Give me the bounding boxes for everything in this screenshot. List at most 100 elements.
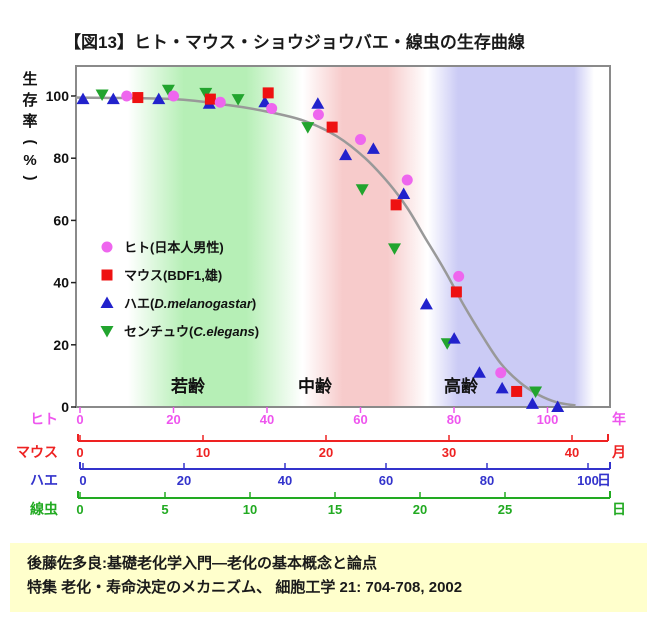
data-point [266,102,278,114]
legend-label: センチュウ(C.elegans) [124,324,259,339]
legend-label: ヒト(日本人男性) [124,240,224,255]
legend-marker [101,269,113,281]
data-point [161,84,175,97]
age-band-label: 中齢 [298,376,333,396]
data-point [326,121,338,133]
axis-unit-label: 年 [612,411,626,427]
data-point [95,89,109,101]
age-band-label: 若齢 [170,376,206,396]
data-point [397,187,411,199]
data-point [511,385,523,397]
data-point [419,297,433,310]
data-point [529,386,543,398]
citation-box: 後藤佐多良:基礎老化学入門―老化の基本概念と論点 特集 老化・寿命決定のメカニズ… [10,543,647,612]
age-band-label: 高齢 [444,376,479,396]
data-point [355,184,369,196]
legend-marker [100,296,114,308]
data-point [312,109,324,121]
data-point [301,122,315,134]
x-tick-label: 80 [447,412,461,427]
data-point [262,87,274,99]
x-tick-label: 40 [565,445,579,460]
y-axis-unit-char: % [23,152,36,169]
x-tick-label: 100 [577,473,599,488]
data-point [152,92,166,105]
age-band [428,67,594,406]
x-tick-label: 15 [328,502,342,517]
x-axis-3: 0 5 10 15 20 25 線虫 日 [30,491,626,517]
data-point [366,142,380,154]
data-point [495,381,509,394]
x-tick-label: 10 [243,502,257,517]
data-point [214,96,226,108]
x-tick-label: 0 [76,445,83,460]
data-point [76,92,90,105]
survival-chart: 若齢 中齢 高齢100806040200生存率(%)ヒト(日本人男性)マウス(BDF… [16,65,626,517]
citation-line1: 後藤佐多良:基礎老化学入門―老化の基本概念と論点 [26,554,377,572]
age-band [303,67,427,406]
y-tick-label: 60 [53,212,69,228]
axis-unit-label: 月 [611,444,626,460]
y-tick-label: 0 [61,399,69,415]
data-point [401,174,413,186]
legend-marker [100,326,114,338]
x-tick-label: 0 [79,473,86,488]
x-tick-label: 25 [498,502,512,517]
y-tick-label: 40 [53,275,69,291]
data-point [447,332,461,344]
plot-frame [75,65,611,408]
y-tick-label: 20 [53,337,69,353]
axis-species-label: ハエ [30,472,58,488]
x-axis-0: 0 20 40 60 80 100 ヒト 年 [30,407,626,427]
legend-marker [101,241,113,253]
series-points [121,90,507,379]
axis-unit-label: 日 [597,472,611,488]
data-point [388,243,401,255]
data-point [132,92,144,104]
y-axis-title-char: 生 [22,70,37,88]
citation-background [10,543,647,612]
data-point [450,286,462,298]
y-axis-title-char: 率 [22,112,37,130]
y-axis-title-char: 存 [22,91,37,109]
y-tick-label: 80 [53,150,69,166]
data-point [355,134,366,146]
x-axis-1: 0 10 20 30 40 マウス 月 [16,434,626,460]
data-point [121,90,133,102]
age-band [128,67,302,406]
data-point [231,94,245,106]
data-point [453,270,465,282]
citation-line2: 特集 老化・寿命決定のメカニズム、 細胞工学 21: 704-708, 2002 [27,578,462,596]
data-point [339,148,353,161]
y-tick-label: 100 [46,88,70,104]
legend-label: マウス(BDF1,雄) [124,268,222,283]
x-tick-label: 40 [260,412,274,427]
survival-trend-curve [75,96,576,407]
x-tick-label: 10 [196,445,210,460]
x-tick-label: 0 [76,412,83,427]
x-tick-label: 100 [537,412,559,427]
data-point [472,366,486,378]
x-tick-label: 20 [166,412,180,427]
x-axis-2: 0 20 40 60 80 100 ハエ 日 [30,462,611,488]
x-tick-label: 80 [480,473,494,488]
x-tick-label: 60 [379,473,393,488]
x-tick-label: 5 [161,502,168,517]
data-point [551,400,565,412]
data-point [390,199,402,211]
data-point [106,92,120,105]
figure-title: 【図13】ヒト・マウス・ショウジョウバエ・線虫の生存曲線 [64,32,525,52]
y-axis-unit-char: ( [22,140,39,145]
x-tick-label: 40 [278,473,292,488]
data-point [204,93,216,105]
axis-species-label: マウス [16,444,58,460]
x-tick-label: 20 [413,502,427,517]
x-tick-label: 0 [76,502,83,517]
x-tick-label: 20 [177,473,191,488]
axis-species-label: ヒト [30,411,58,427]
data-point [525,397,539,409]
series-points [76,92,565,412]
data-point [495,367,507,379]
